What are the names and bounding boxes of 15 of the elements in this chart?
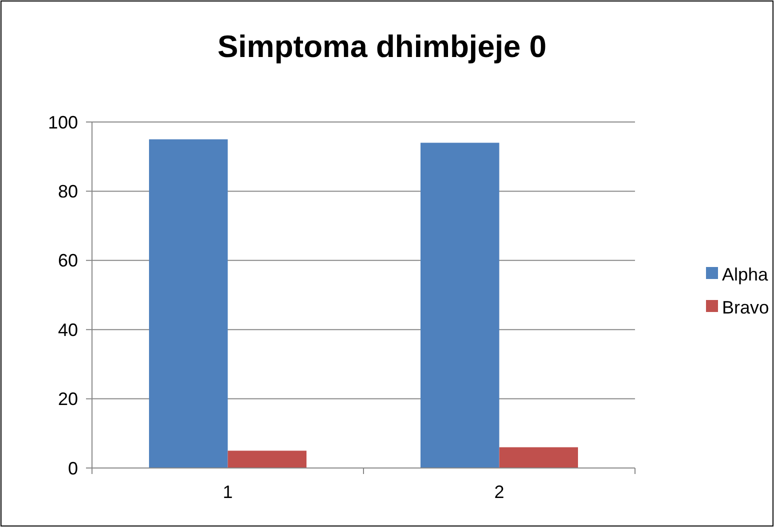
bar <box>149 139 228 468</box>
bar <box>420 142 500 468</box>
y-tick-label: 20 <box>58 389 78 410</box>
y-tick-label: 40 <box>58 320 78 340</box>
y-tick-label: 80 <box>58 182 78 202</box>
y-tick-label: 0 <box>68 458 78 478</box>
y-tick-label: 60 <box>58 250 78 271</box>
x-tick-label: 1 <box>222 482 233 502</box>
legend-label: Bravo <box>722 297 770 318</box>
chart-title: Simptoma dhimbjeje 0 <box>217 29 547 64</box>
x-tick-label: 2 <box>494 482 504 502</box>
legend-label: Alpha <box>722 264 770 284</box>
bar <box>228 450 306 468</box>
y-tick-label: 100 <box>48 112 78 132</box>
bar <box>499 447 578 468</box>
